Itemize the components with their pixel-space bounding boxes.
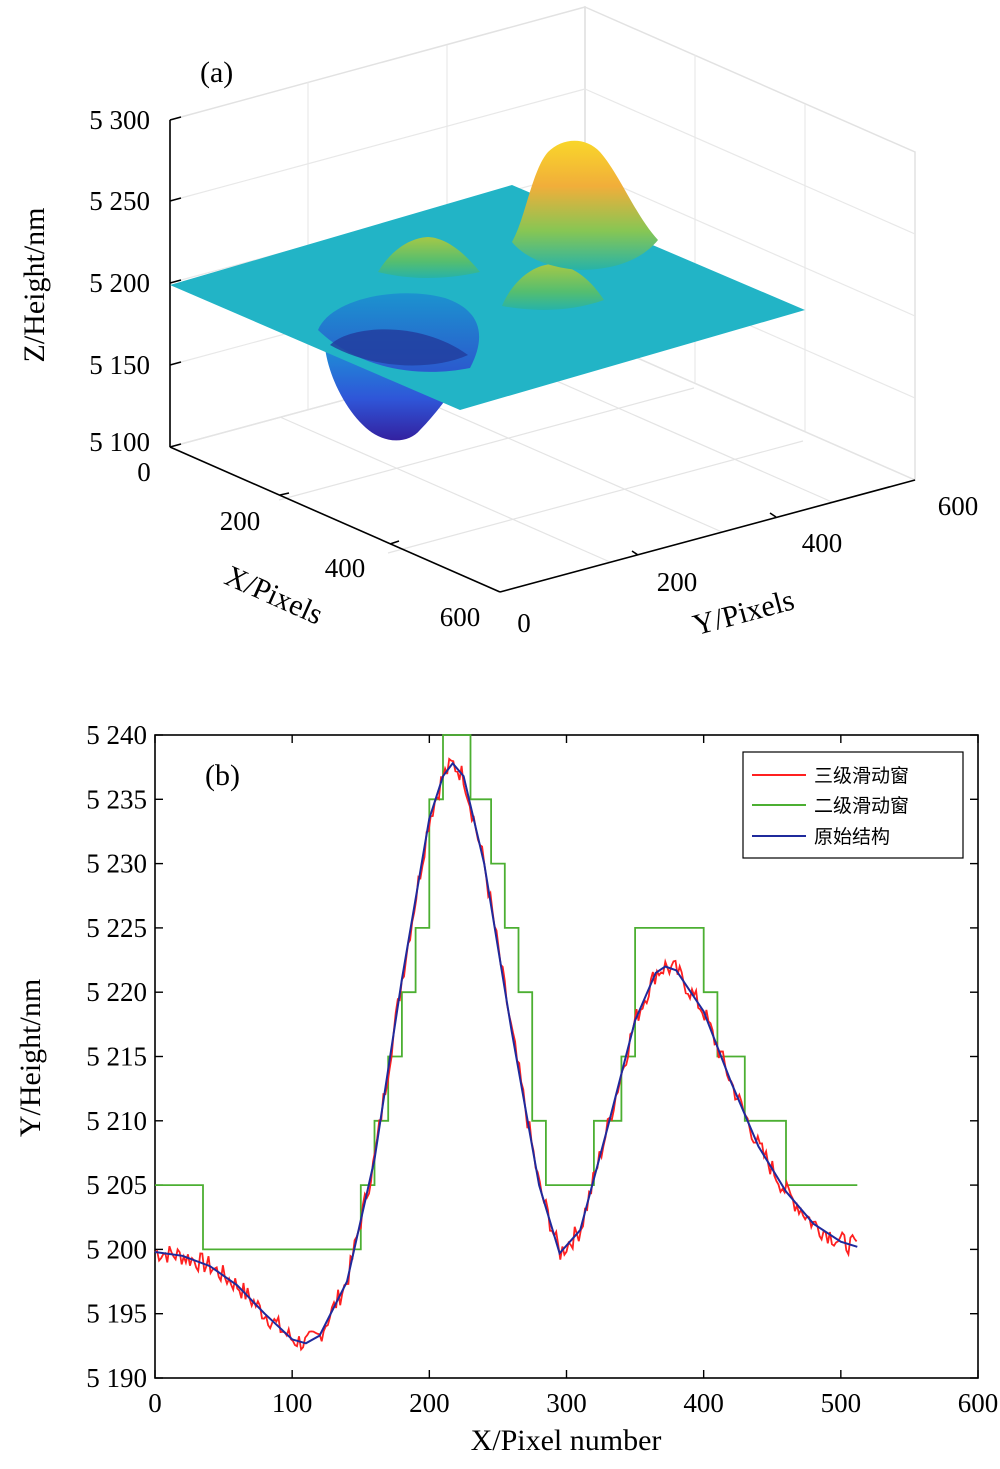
x-ticks [279,492,400,545]
x-axis [169,446,501,593]
y-tick-label: 5 190 [86,1363,147,1393]
panel-label-a: (a) [200,56,233,89]
y-tick-label: 5 195 [86,1299,147,1329]
z-tick-label: 5 300 [89,105,150,135]
surface [170,140,805,441]
y-ticks [631,512,777,556]
y-tick-label: 5 210 [86,1106,147,1136]
surface-pit [325,348,470,441]
y-tick-labels: 5 190 5 195 5 200 5 205 5 210 5 215 5 22… [86,720,147,1393]
legend-label-two-level: 二级滑动窗 [814,795,909,817]
z-tick-label: 5 200 [89,268,150,298]
y-tick-label: 5 220 [86,977,147,1007]
surface-peak [512,140,658,270]
y-axis [499,479,916,593]
x-tick-label: 100 [272,1388,313,1418]
x-axis-label: X/Pixel number [471,1424,662,1457]
x-tick-label: 400 [325,553,366,583]
surface-plane [170,185,805,410]
z-tick-label: 5 100 [89,427,150,457]
floor-grid [169,334,916,563]
legend-label-original: 原始结构 [814,826,890,848]
panel-b: 5 190 5 195 5 200 5 205 5 210 5 215 5 22… [14,720,998,1457]
series-lines [154,734,858,1352]
y-tick-label: 600 [938,491,979,521]
y-tick-label: 200 [657,567,698,597]
surface-bump-right [502,264,604,310]
x-tick-label: 0 [137,457,151,487]
x-tick-label: 500 [821,1388,862,1418]
y-tick-label: 5 200 [86,1234,147,1264]
y-axis-label: Y/Pixels [689,584,797,643]
surface-pit-inner [330,329,468,366]
x-tick-label: 600 [958,1388,999,1418]
y-tick-label: 5 215 [86,1042,147,1072]
tick-marks [154,734,979,1379]
z-tick-label: 5 250 [89,186,150,216]
panel-a: 5 300 5 250 5 200 5 150 5 100 Z/Height/n… [18,5,979,643]
y-tick-label: 5 235 [86,784,147,814]
y-tick-label: 400 [802,528,843,558]
panel-label-b: (b) [205,759,240,792]
x-tick-label: 600 [440,602,481,632]
x-axis-label: X/Pixels [220,559,328,631]
y-tick-label: 5 225 [86,913,147,943]
x-tick-label: 200 [409,1388,450,1418]
x-tick-labels: 0 100 200 300 400 500 600 [148,1388,998,1418]
x-tick-label: 200 [220,506,261,536]
x-tick-label: 400 [683,1388,724,1418]
z-tick-label: 5 150 [89,350,150,380]
x-tick-label: 0 [148,1388,162,1418]
y-tick-label: 5 240 [86,720,147,750]
series-original-structure [154,761,858,1345]
y-axis-label: Y/Height/nm [14,979,47,1137]
y-tick-label: 0 [517,608,531,638]
z-ticks [169,116,182,448]
z-axis-label: Z/Height/nm [18,208,51,363]
legend: 三级滑动窗 二级滑动窗 原始结构 [742,751,964,859]
x-tick-label: 300 [546,1388,587,1418]
y-tick-label: 5 205 [86,1170,147,1200]
surface-bump-left [378,237,480,278]
legend-label-three-level: 三级滑动窗 [814,765,909,787]
y-tick-label: 5 230 [86,849,147,879]
series-two-level-window [155,734,858,1251]
